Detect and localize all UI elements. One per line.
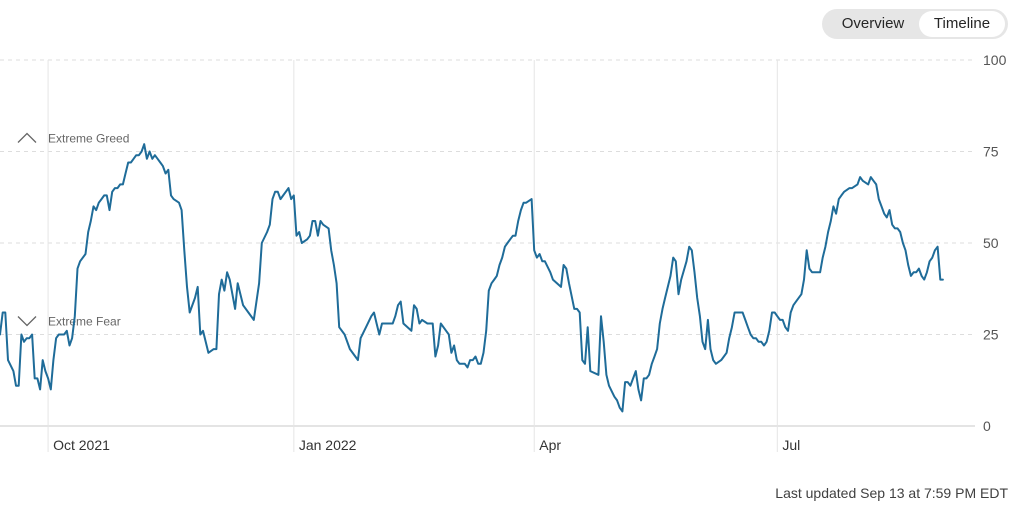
caret-up-icon <box>17 132 37 143</box>
y-tick-label: 50 <box>983 235 999 251</box>
view-toggle: Overview Timeline <box>822 9 1008 39</box>
x-tick-label: Jan 2022 <box>299 437 357 453</box>
y-tick-label: 100 <box>983 52 1007 68</box>
fear-greed-timeline-chart: Extreme Greed Extreme Fear 0 25 50 75 100 Oct … <box>0 52 1007 453</box>
grid-layer <box>0 59 975 452</box>
x-tick-label: Oct 2021 <box>53 437 110 453</box>
x-tick-label: Apr <box>539 437 561 453</box>
annotation-label: Extreme Fear <box>48 315 121 329</box>
y-tick-label: 75 <box>983 144 999 160</box>
annotation-layer: Extreme Greed Extreme Fear <box>17 132 129 329</box>
fear-greed-series-line <box>0 143 944 413</box>
axis-layer: 0 25 50 75 100 Oct 2021 Jan 2022 Apr Jul <box>53 52 1006 453</box>
y-tick-label: 25 <box>983 327 999 343</box>
series-layer <box>0 143 944 413</box>
annotation-label: Extreme Greed <box>48 132 129 146</box>
caret-down-icon <box>17 316 37 327</box>
overview-tab[interactable]: Overview <box>841 15 905 32</box>
y-tick-label: 0 <box>983 418 991 434</box>
timeline-tab[interactable]: Timeline <box>919 11 1005 37</box>
last-updated-text: Last updated Sep 13 at 7:59 PM EDT <box>775 485 1008 501</box>
x-tick-label: Jul <box>782 437 800 453</box>
